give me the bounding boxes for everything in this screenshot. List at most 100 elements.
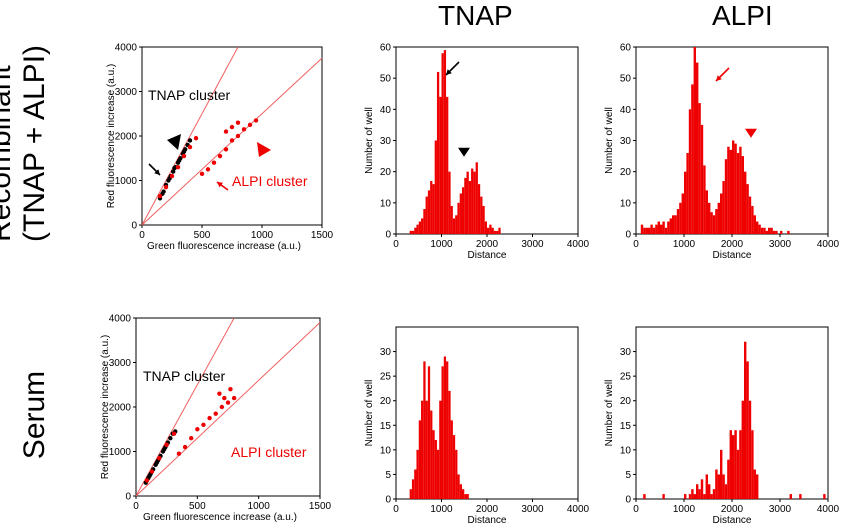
- hist-tnap-serum-bar-5: [421, 400, 424, 499]
- hist-alpi-recombinant-ytick-label-0: 0: [625, 230, 631, 241]
- scatter-recombinant-point-1-5: [187, 144, 193, 150]
- scatter-serum-point-1-14: [231, 395, 237, 401]
- hist-alpi-serum-bar-30: [753, 469, 756, 499]
- scatter-recombinant-point-1-3: [175, 164, 181, 170]
- hist-tnap-recombinant-bar-18: [450, 205, 453, 234]
- hist-alpi-serum-bars: [643, 341, 826, 499]
- hist-alpi-recombinant-bar-48: [756, 221, 759, 234]
- scatter-recombinant-point-1-12: [229, 138, 235, 143]
- hist-alpi-serum-xtick-label-0: 0: [633, 504, 639, 515]
- hist-alpi-recombinant-ytick-label-3: 30: [620, 136, 632, 147]
- hist-alpi-recombinant-ytick-label-4: 40: [620, 105, 632, 116]
- hist-tnap-recombinant-ylabel: Number of well: [364, 107, 375, 174]
- hist-alpi-recombinant-bar-56: [775, 230, 778, 234]
- scatter-serum-xtick-label-3: 1500: [309, 501, 332, 512]
- hist-alpi-serum-ytick-label-4: 20: [620, 396, 632, 407]
- scatter-recombinant-point-1-6: [193, 136, 199, 141]
- hist-alpi-recombinant-bar-7: [657, 221, 660, 234]
- hist-tnap-recombinant-bar-4: [418, 221, 422, 234]
- scatter-recombinant-point-1-7: [199, 171, 205, 177]
- scatter-serum-point-1-2: [157, 455, 162, 461]
- hist-tnap-serum-xlabel: Distance: [468, 515, 507, 526]
- hist-tnap-recombinant-bar-16: [446, 96, 449, 234]
- hist-alpi-recombinant-bar-33: [720, 193, 723, 234]
- hist-tnap-recombinant-bar-13: [439, 96, 442, 234]
- hist-tnap-recombinant-bar-3: [416, 224, 419, 234]
- hist-tnap-recombinant-bar-20: [455, 215, 458, 234]
- hist-tnap-recombinant-bar-11: [434, 140, 437, 234]
- hist-alpi-recombinant-ytick-label-2: 20: [620, 167, 632, 178]
- hist-tnap-recombinant-bar-26: [468, 181, 472, 234]
- scatter-serum-point-1-4: [171, 431, 177, 436]
- scatter-serum-ylabel: Red fluorescence increase (a.u.): [100, 335, 111, 480]
- hist-alpi-recombinant-bar-53: [768, 227, 771, 234]
- hist-tnap-recombinant-bar-39: [498, 227, 501, 234]
- hist-tnap-recombinant-frame: [395, 46, 579, 235]
- hist-tnap-serum-bars: [409, 356, 469, 499]
- hist-tnap-serum-bar-3: [416, 449, 419, 499]
- hist-tnap-serum-bar-20: [455, 449, 458, 499]
- hist-tnap-recombinant-ytick-label-0: 0: [385, 230, 391, 241]
- hist-alpi-recombinant-bar-4: [650, 224, 653, 234]
- hist-tnap-serum-bar-9: [430, 410, 433, 499]
- hist-alpi-recombinant-bar-49: [758, 224, 761, 234]
- hist-alpi-serum-bar-4: [691, 489, 694, 499]
- hist-alpi-recombinant-xtick-label-2: 2000: [721, 239, 744, 250]
- scatter-recombinant-point-1-13: [235, 133, 241, 139]
- hist-tnap-serum-bar-4: [418, 420, 422, 499]
- hist-tnap-recombinant-bar-6: [423, 209, 426, 234]
- hist-alpi-recombinant-bar-22: [693, 47, 696, 234]
- scatter-recombinant-point-1-0: [157, 193, 163, 199]
- scatter-recombinant-point-1-17: [223, 129, 229, 134]
- scatter-serum-annotation-tnap: TNAP cluster: [143, 368, 226, 384]
- hist-alpi-serum-bar-18: [724, 484, 728, 499]
- hist-alpi-serum-ylabel: Number of well: [604, 380, 615, 447]
- hist-alpi-recombinant-bar-26: [703, 165, 706, 234]
- hist-tnap-recombinant-bar-15: [443, 50, 447, 234]
- hist-alpi-recombinant-bar-44: [746, 184, 749, 234]
- scatter-serum-point-1-17: [228, 387, 233, 392]
- hist-alpi-recombinant-bar-17: [681, 193, 684, 234]
- scatter-tnap-arrow-icon: [148, 163, 161, 176]
- hist-alpi-recombinant-bar-31: [715, 209, 718, 234]
- scatter-recombinant-point-1-16: [253, 118, 259, 123]
- hist-tnap-serum-bar-8: [427, 366, 431, 499]
- hist-tnap-recombinant-ytick-label-6: 60: [380, 43, 392, 54]
- scatter-serum-xlabel: Green fluorescence increase (a.u.): [143, 512, 297, 523]
- hist-tnap-peak-arrow-icon-head: [446, 69, 452, 75]
- scatter-recombinant-ref-line-0: [141, 46, 239, 226]
- hist-alpi-serum-bar-24: [739, 430, 742, 499]
- scatter-serum-point-0-13: [147, 473, 152, 479]
- hist-tnap-serum-bar-13: [439, 400, 442, 499]
- scatter-recombinant-point-1-9: [211, 160, 217, 165]
- hist-alpi-serum-bar-9: [703, 494, 706, 499]
- hist-alpi-serum-ytick-label-0: 0: [625, 495, 631, 506]
- scatter-recombinant-point-0-16: [177, 158, 182, 163]
- scatter-serum-point-1-8: [195, 427, 200, 432]
- scatter-recombinant-point-1-15: [247, 122, 253, 128]
- hist-tnap-serum-ytick-label-5: 25: [380, 372, 392, 383]
- hist-tnap-serum-bar-10: [432, 430, 435, 499]
- scatter-recombinant-ytick-label-3: 3000: [115, 87, 138, 98]
- scatter-recombinant-point-1-4: [181, 153, 187, 159]
- hist-alpi-serum-bar-22: [734, 430, 737, 499]
- hist-alpi-serum-xtick-label-3: 3000: [769, 504, 792, 515]
- hist-alpi-recombinant-xlabel: Distance: [713, 250, 752, 261]
- scatter-recombinant-point-1-1: [163, 184, 169, 190]
- hist-alpi-recombinant-bar-32: [717, 202, 720, 234]
- scatter-recombinant-xtick-label-3: 1500: [311, 230, 334, 241]
- scatter-serum-ytick-label-4: 4000: [109, 314, 132, 325]
- scatter-recombinant-ylabel: Red fluorescence increase (a.u.): [106, 64, 117, 209]
- hist-tnap-recombinant-bar-34: [487, 227, 490, 234]
- hist-tnap-serum-bar-18: [450, 420, 453, 499]
- scatter-serum-point-0-14: [154, 460, 160, 465]
- hist-tnap-recombinant-bar-29: [475, 162, 478, 234]
- hist-alpi-recombinant-bar-52: [765, 230, 768, 234]
- scatter-serum-ytick-label-0: 0: [125, 492, 131, 503]
- hist-tnap-serum-xtick-label-3: 3000: [521, 504, 544, 515]
- hist-alpi-recombinant-bar-29: [710, 212, 713, 234]
- hist-tnap-recombinant-bar-32: [482, 205, 485, 234]
- hist-alpi-serum-xlabel: Distance: [713, 515, 752, 526]
- column-title-tnap: TNAP: [438, 0, 513, 31]
- scatter-serum-point-0-15: [162, 447, 167, 452]
